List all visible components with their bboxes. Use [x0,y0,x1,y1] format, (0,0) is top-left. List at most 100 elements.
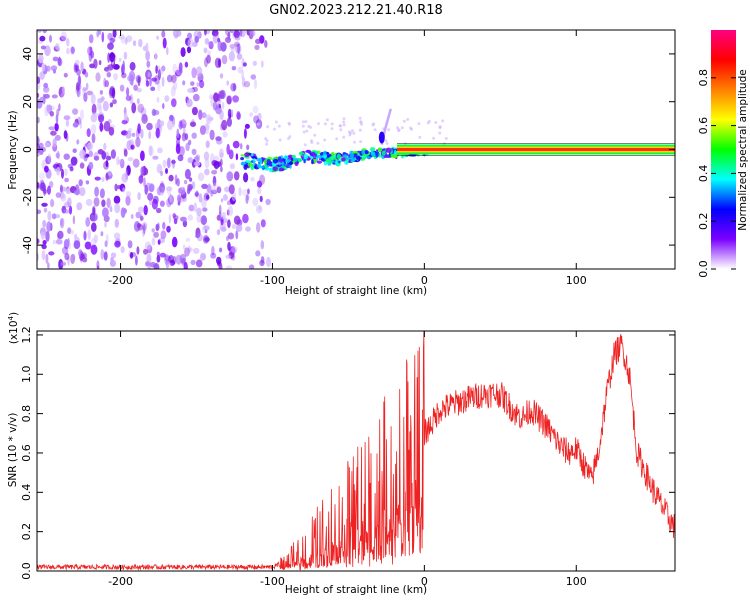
noise-blob [37,238,40,244]
noise-blob [101,199,106,208]
noise-blob [155,127,160,139]
noise-blob [193,202,198,213]
noise-blob [59,35,67,42]
noise-blob [172,81,178,91]
noise-blob [246,30,251,36]
noise-blob [73,240,81,250]
signal-blob [353,153,358,156]
noise-blob [191,67,197,79]
noise-blob [77,75,81,87]
noise-blob [62,86,65,95]
noise-blob [50,199,55,208]
noise-blob [200,215,207,226]
noise-blob [207,183,211,193]
signal-blob [253,165,257,169]
noise-blob [73,189,81,196]
spectrogram-y-axis-label: Frequency (Hz) [7,110,19,189]
noise-blob [213,92,219,103]
snr-frame [36,330,676,572]
noise-blob [265,142,269,146]
noise-blob [182,244,186,250]
noise-blob [47,262,50,269]
noise-blob [330,127,334,131]
noise-blob [145,42,149,53]
noise-blob [135,255,138,266]
noise-blob [63,115,71,121]
noise-blob [85,217,91,227]
noise-blob [203,225,210,231]
noise-blob [189,177,193,182]
noise-blob [373,128,377,132]
noise-blob [159,252,167,258]
x-tick-label: -100 [260,575,285,588]
noise-blob [80,253,85,259]
signal-blob [266,159,271,165]
noise-blob [265,139,269,143]
noise-blob [51,213,57,220]
noise-blob [204,122,210,131]
noise-blob [151,228,155,233]
signal-blob [327,160,333,164]
noise-blob [72,215,76,225]
signal-blob [252,157,256,163]
x-tick-label: 0 [421,575,428,588]
noise-blob [140,166,145,176]
noise-blob [85,198,93,207]
noise-blob [70,46,75,54]
noise-blob [66,37,70,47]
noise-blob [136,246,140,255]
noise-blob [164,95,170,102]
noise-blob [148,145,153,157]
noise-blob [252,197,259,207]
noise-blob [122,187,126,193]
noise-blob [129,74,134,86]
noise-blob [63,153,70,160]
noise-blob [138,206,144,214]
noise-blob [202,207,208,212]
snr-scale-exponent: 4 [7,315,15,320]
noise-blob [104,80,110,88]
noise-blob [194,161,201,167]
noise-blob [221,211,226,220]
signal-blob [362,156,367,160]
noise-blob [155,65,158,74]
snr-x-ticks: -200 -100 0 100 [108,331,587,588]
noise-blob [249,112,254,117]
noise-blob [65,132,69,142]
signal-blob [323,150,327,156]
noise-blob [231,30,235,34]
noise-blob [215,136,222,142]
noise-blob [100,96,105,102]
signal-blob [303,159,306,164]
noise-blob [156,163,163,174]
noise-blob [409,126,413,130]
noise-blob [171,98,177,108]
noise-blob [304,120,308,124]
noise-blob [111,38,116,43]
noise-blob [228,184,235,195]
noise-blob [235,153,239,161]
noise-blob [237,66,243,74]
noise-blob [84,71,89,78]
noise-blob [206,54,211,64]
noise-blob [162,159,167,168]
colorbar-gradient [711,30,736,269]
noise-blob [231,224,237,230]
x-tick-label: 100 [566,274,587,287]
noise-blob [144,184,148,195]
noise-blob [210,252,217,259]
noise-blob [194,192,200,197]
noise-blob [260,219,266,228]
snr-scale-prefix: (x10 [8,320,20,344]
noise-blob [177,201,181,206]
noise-blob [54,122,59,132]
noise-blob [288,135,292,139]
noise-blob [335,137,339,141]
noise-blob [127,240,133,249]
noise-blob [218,58,222,68]
noise-blob [302,130,306,134]
noise-blob [98,30,102,36]
noise-blob [385,141,389,145]
noise-blob [86,142,93,152]
noise-blob [203,47,208,54]
